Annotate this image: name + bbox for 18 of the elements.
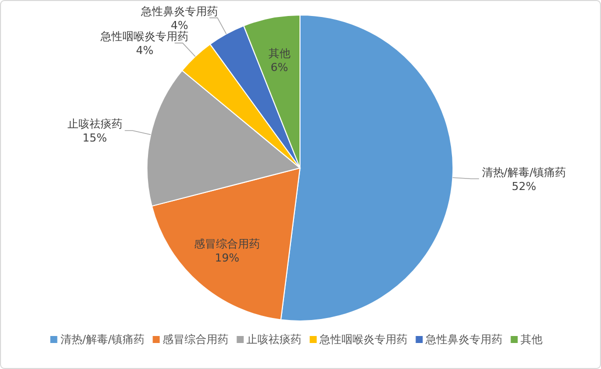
data-label: 6% xyxy=(270,60,288,74)
slice-label: 急性咽喉炎专用药 xyxy=(100,30,189,44)
legend-label: 其他 xyxy=(520,333,543,346)
slice-label: 其他 xyxy=(268,46,290,60)
slice-label: 清热/解毒/镇痛药 xyxy=(482,166,566,179)
slice-label: 急性鼻炎专用药 xyxy=(140,4,218,18)
legend-label: 止咳祛痰药 xyxy=(246,333,302,346)
slice-label: 感冒综合用药 xyxy=(194,238,260,251)
legend-label: 急性咽喉炎专用药 xyxy=(318,333,408,346)
legend-label: 清热/解毒/镇痛药 xyxy=(60,333,145,346)
data-label: 4% xyxy=(136,44,154,58)
data-label: 4% xyxy=(170,18,188,32)
slice-label: 止咳祛痰药 xyxy=(67,118,122,131)
legend-label: 急性鼻炎专用药 xyxy=(424,333,503,346)
data-label: 52% xyxy=(512,180,536,193)
data-label: 19% xyxy=(214,252,240,265)
legend-label: 感冒综合用药 xyxy=(162,333,229,346)
data-label: 15% xyxy=(82,132,107,145)
